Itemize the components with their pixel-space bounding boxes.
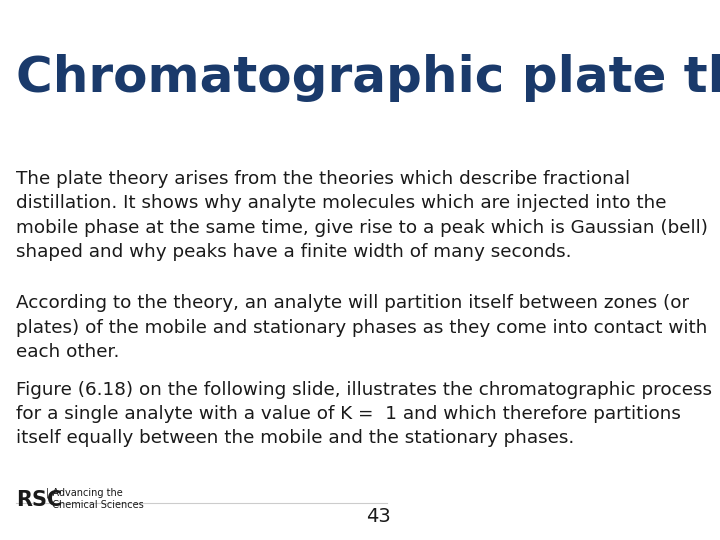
Text: RSC: RSC	[16, 490, 63, 510]
Text: | Advancing the
  Chemical Sciences: | Advancing the Chemical Sciences	[46, 488, 144, 510]
Text: Chromatographic plate theory: Chromatographic plate theory	[16, 54, 720, 102]
Text: The plate theory arises from the theories which describe fractional distillation: The plate theory arises from the theorie…	[16, 170, 708, 261]
Text: Figure (6.18) on the following slide, illustrates the chromatographic process fo: Figure (6.18) on the following slide, il…	[16, 381, 712, 447]
Text: According to the theory, an analyte will partition itself between zones (or plat: According to the theory, an analyte will…	[16, 294, 708, 361]
Text: 43: 43	[366, 508, 391, 526]
